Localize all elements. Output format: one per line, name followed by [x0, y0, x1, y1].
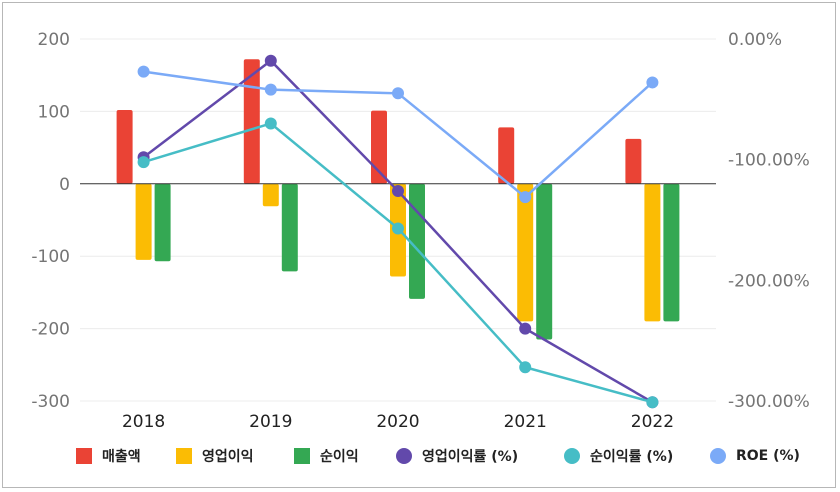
legend-item-operating-margin: 영업이익률 (%)	[396, 446, 518, 466]
legend-dot-net-margin	[564, 448, 580, 464]
bar-operating-profit	[262, 183, 279, 207]
x-axis-tick-label: 2020	[376, 412, 419, 432]
legend-label-net-margin: 순이익률 (%)	[590, 449, 674, 465]
bar-operating-profit	[644, 183, 661, 322]
chart-canvas: 200 100 0 -100 -200 -300 0.00% -100.00% -200.00%…	[31, 30, 810, 432]
bar-operating-profit	[135, 183, 152, 260]
x-axis-tick-label: 2021	[504, 412, 547, 432]
point-roe	[519, 191, 532, 204]
point-net-margin	[137, 156, 150, 169]
bar-series	[116, 59, 680, 340]
grid-lines	[80, 38, 716, 402]
bar-sales	[498, 127, 515, 184]
left-axis-tick-label: -300	[31, 392, 70, 412]
legend-item-roe: ROE (%)	[710, 446, 800, 466]
legend-label-operating-margin: 영업이익률 (%)	[422, 449, 519, 465]
right-axis-tick-label: -200.00%	[728, 271, 810, 291]
right-axis-tick-label: -300.00%	[728, 392, 810, 412]
x-axis-tick-label: 2022	[631, 412, 674, 432]
chart-legend: 매출액 영업이익 순이익 영업이익률 (%) 순이익률 (%) ROE (%)	[0, 440, 840, 470]
legend-swatch-sales	[76, 448, 92, 464]
x-axis-tick-label: 2018	[122, 412, 165, 432]
legend-label-sales: 매출액	[102, 449, 141, 465]
legend-dot-roe	[710, 448, 726, 464]
point-net-margin	[264, 117, 277, 130]
point-operating-margin	[392, 185, 404, 198]
bar-net-profit	[409, 183, 425, 299]
bar-net-profit	[154, 183, 171, 262]
bar-net-profit	[281, 183, 298, 272]
legend-item-operating-profit: 영업이익	[176, 446, 254, 466]
bar-net-profit	[663, 183, 680, 322]
legend-swatch-net-profit	[294, 448, 310, 464]
point-net-margin	[392, 222, 404, 235]
bar-sales	[371, 110, 387, 184]
left-axis-tick-label: -100	[31, 247, 70, 267]
point-roe	[646, 76, 659, 89]
bar-sales	[625, 138, 642, 184]
point-roe	[392, 87, 404, 100]
left-axis-tick-label: 100	[38, 102, 70, 122]
left-axis-tick-label: -200	[31, 320, 70, 340]
x-axis-tick-label: 2019	[249, 412, 292, 432]
legend-item-sales: 매출액	[76, 446, 141, 466]
point-net-margin	[646, 396, 659, 409]
point-roe	[137, 65, 150, 78]
bar-operating-profit	[517, 183, 534, 322]
point-roe	[264, 83, 277, 96]
bar-net-profit	[536, 183, 553, 340]
legend-swatch-operating-profit	[176, 448, 192, 464]
legend-label-roe: ROE (%)	[736, 448, 800, 464]
legend-item-net-margin: 순이익률 (%)	[564, 446, 673, 466]
point-net-margin	[519, 361, 532, 374]
legend-label-net-profit: 순이익	[320, 449, 359, 465]
bar-sales	[243, 59, 260, 184]
point-operating-margin	[519, 322, 532, 335]
right-axis-tick-label: -100.00%	[728, 151, 810, 171]
right-axis-tick-label: 0.00%	[728, 30, 782, 50]
left-axis-tick-label: 200	[38, 30, 70, 50]
bar-sales	[116, 109, 133, 184]
legend-dot-operating-margin	[396, 448, 412, 464]
legend-item-net-profit: 순이익	[294, 446, 359, 466]
left-axis-tick-label: 0	[59, 175, 70, 195]
point-operating-margin	[264, 54, 277, 67]
legend-label-operating-profit: 영업이익	[202, 449, 254, 465]
